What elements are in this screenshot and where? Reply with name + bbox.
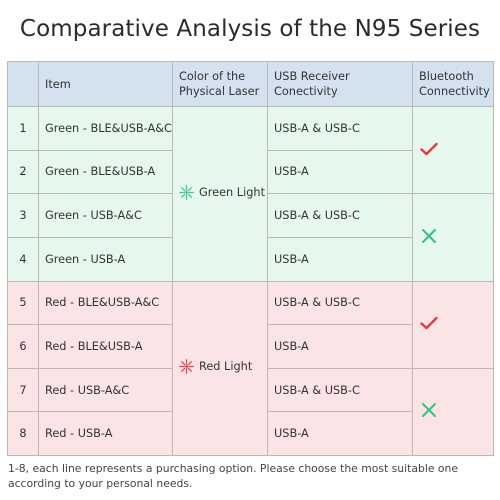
row-usb: USB-A & USB-C [267, 193, 413, 238]
row-item: Red - BLE&USB-A&C [38, 280, 173, 326]
laser-label-green: Green Light [199, 185, 265, 199]
row-number: 4 [7, 236, 39, 282]
row-usb: USB-A [267, 236, 413, 282]
check-icon [420, 316, 438, 330]
row-usb: USB-A & USB-C [267, 106, 413, 151]
laser-cell-green: Green Light [172, 106, 268, 282]
table-row: 8 Red - USB-A USB-A [7, 411, 494, 456]
row-item: Red - USB-A&C [38, 367, 173, 413]
cross-icon [422, 228, 436, 243]
page-title: Comparative Analysis of the N95 Series [19, 16, 481, 42]
laser-cell-red: Red Light [172, 280, 268, 456]
table-row: 7 Red - USB-A&C USB-A & USB-C [7, 367, 494, 457]
header-usb-receiver: USB Receiver Conectivity [267, 61, 413, 107]
row-number: 2 [7, 149, 39, 195]
laser-label-red: Red Light [199, 360, 253, 374]
red-starburst-icon [179, 359, 194, 375]
table-row: 1 Green - BLE&USB-A&C Green Light USB-A … [7, 105, 494, 282]
table-row: 6 Red - BLE&USB-A USB-A [7, 324, 494, 369]
row-number: 1 [7, 106, 39, 151]
row-usb: USB-A [267, 324, 413, 369]
row-usb: USB-A & USB-C [267, 367, 413, 413]
row-item: Green - BLE&USB-A [38, 149, 173, 195]
bluetooth-cell [412, 105, 494, 195]
row-number: 8 [7, 411, 39, 456]
row-usb: USB-A [267, 411, 413, 456]
row-number: 6 [7, 324, 39, 369]
table-row: 5 Red - BLE&USB-A&C Red Light USB-A & US… [7, 280, 494, 456]
row-number: 3 [7, 193, 39, 238]
cross-icon [422, 403, 436, 418]
row-item: Red - BLE&USB-A [38, 324, 173, 369]
row-usb: USB-A [267, 149, 413, 195]
green-starburst-icon [179, 184, 194, 200]
bluetooth-cell [412, 280, 494, 369]
header-laser-color: Color of the Physical Laser [172, 61, 268, 107]
header-bluetooth: Bluetooth Connectivity [412, 61, 494, 107]
footnote: 1-8, each line represents a purchasing o… [8, 462, 458, 490]
comparison-table: Item Color of the Physical Laser USB Rec… [7, 61, 494, 457]
table-row: 4 Green - USB-A USB-A [7, 236, 494, 282]
table-header-row: Item Color of the Physical Laser USB Rec… [7, 61, 494, 107]
row-number: 7 [7, 367, 39, 413]
row-item: Green - USB-A&C [38, 193, 173, 238]
bluetooth-cell [412, 193, 494, 282]
row-item: Red - USB-A [38, 411, 173, 456]
row-item: Green - BLE&USB-A&C [38, 106, 173, 151]
check-icon [420, 142, 438, 155]
header-number [7, 61, 39, 107]
table-row: 2 Green - BLE&USB-A USB-A [7, 149, 494, 195]
bluetooth-cell [412, 367, 494, 457]
row-usb: USB-A & USB-C [267, 280, 413, 326]
header-item: Item [38, 61, 173, 107]
row-number: 5 [7, 280, 39, 326]
table-row: 3 Green - USB-A&C USB-A & USB-C [7, 193, 494, 282]
row-item: Green - USB-A [38, 236, 173, 282]
